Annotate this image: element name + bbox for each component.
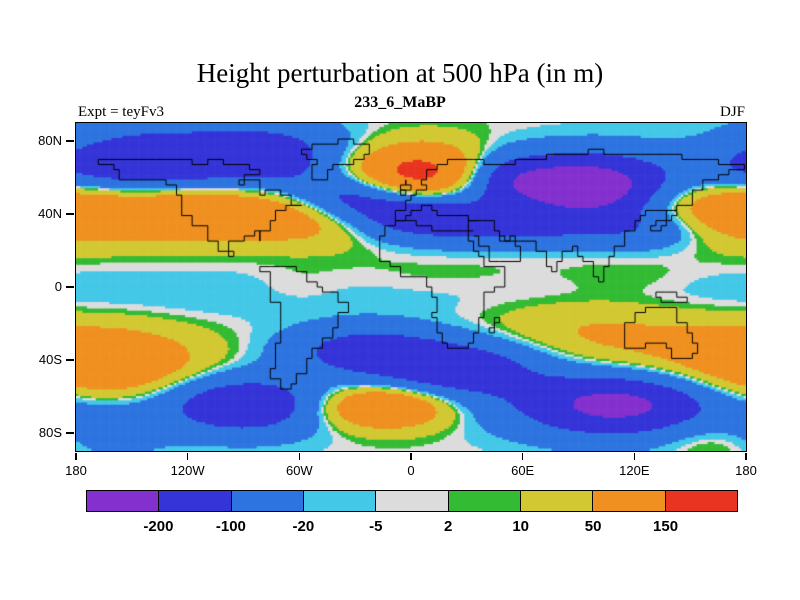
map-plot: 80N 40N 0 40S 80S 180 120W 60W 0 60E 120E 180 — [38, 122, 757, 478]
colorbar-cell — [159, 491, 232, 511]
x-tick-label: 120E — [619, 463, 650, 478]
y-tick-mark — [66, 213, 74, 215]
colorbar-tick-label: 150 — [653, 518, 679, 535]
x-tick-label: 60W — [285, 463, 313, 478]
colorbar-cell — [448, 491, 521, 511]
y-tick-mark — [66, 286, 74, 288]
colorbar — [86, 490, 738, 512]
colorbar-tick-label: 10 — [512, 518, 529, 535]
colorbar-labels: -200 -100 -20 -5 2 10 50 150 — [86, 518, 738, 538]
x-tick-mark — [633, 453, 636, 460]
y-tick-mark — [66, 359, 74, 361]
colorbar-cell — [520, 491, 594, 511]
y-tick-mark — [66, 140, 74, 142]
y-tick-mark — [66, 432, 74, 434]
x-tick-mark — [410, 453, 412, 460]
x-tick-mark — [75, 453, 77, 460]
colorbar-cell — [665, 491, 737, 511]
x-tick-mark — [298, 453, 301, 460]
colorbar-tick-label: -5 — [369, 518, 383, 535]
colorbar-tick-label: 2 — [444, 518, 453, 535]
x-tick-mark — [745, 453, 747, 460]
x-tick-label: 60E — [511, 463, 535, 478]
x-tick-label: 0 — [407, 463, 415, 478]
y-tick-label: 80N — [38, 133, 62, 149]
season-label: DJF — [719, 104, 745, 120]
colorbar-cell — [376, 491, 449, 511]
chart-subtitle: 233_6_MaBP — [354, 94, 446, 111]
colorbar-cell — [303, 491, 377, 511]
x-tick-label: 120W — [170, 463, 205, 478]
colorbar-tick-label: -200 — [143, 518, 174, 535]
x-tick-label: 180 — [735, 463, 757, 478]
colorbar-cell — [87, 491, 160, 511]
colorbar-cell — [231, 491, 304, 511]
colorbar-cell — [593, 491, 666, 511]
y-tick-label: 40S — [38, 351, 62, 367]
y-tick-label: 40N — [38, 206, 62, 222]
x-tick-mark — [521, 453, 524, 460]
experiment-label: Expt = teyFv3 — [78, 104, 164, 120]
y-tick-label: 0 — [54, 279, 62, 294]
y-tick-label: 80S — [38, 424, 62, 440]
chart-title: Height perturbation at 500 hPa (in m) — [196, 58, 604, 88]
colorbar-tick-label: -20 — [292, 518, 315, 535]
map-canvas — [76, 123, 746, 451]
colorbar-tick-label: -100 — [215, 518, 246, 535]
x-tick-mark — [186, 453, 189, 460]
x-tick-label: 180 — [65, 463, 87, 478]
colorbar-tick-label: 50 — [584, 518, 602, 535]
